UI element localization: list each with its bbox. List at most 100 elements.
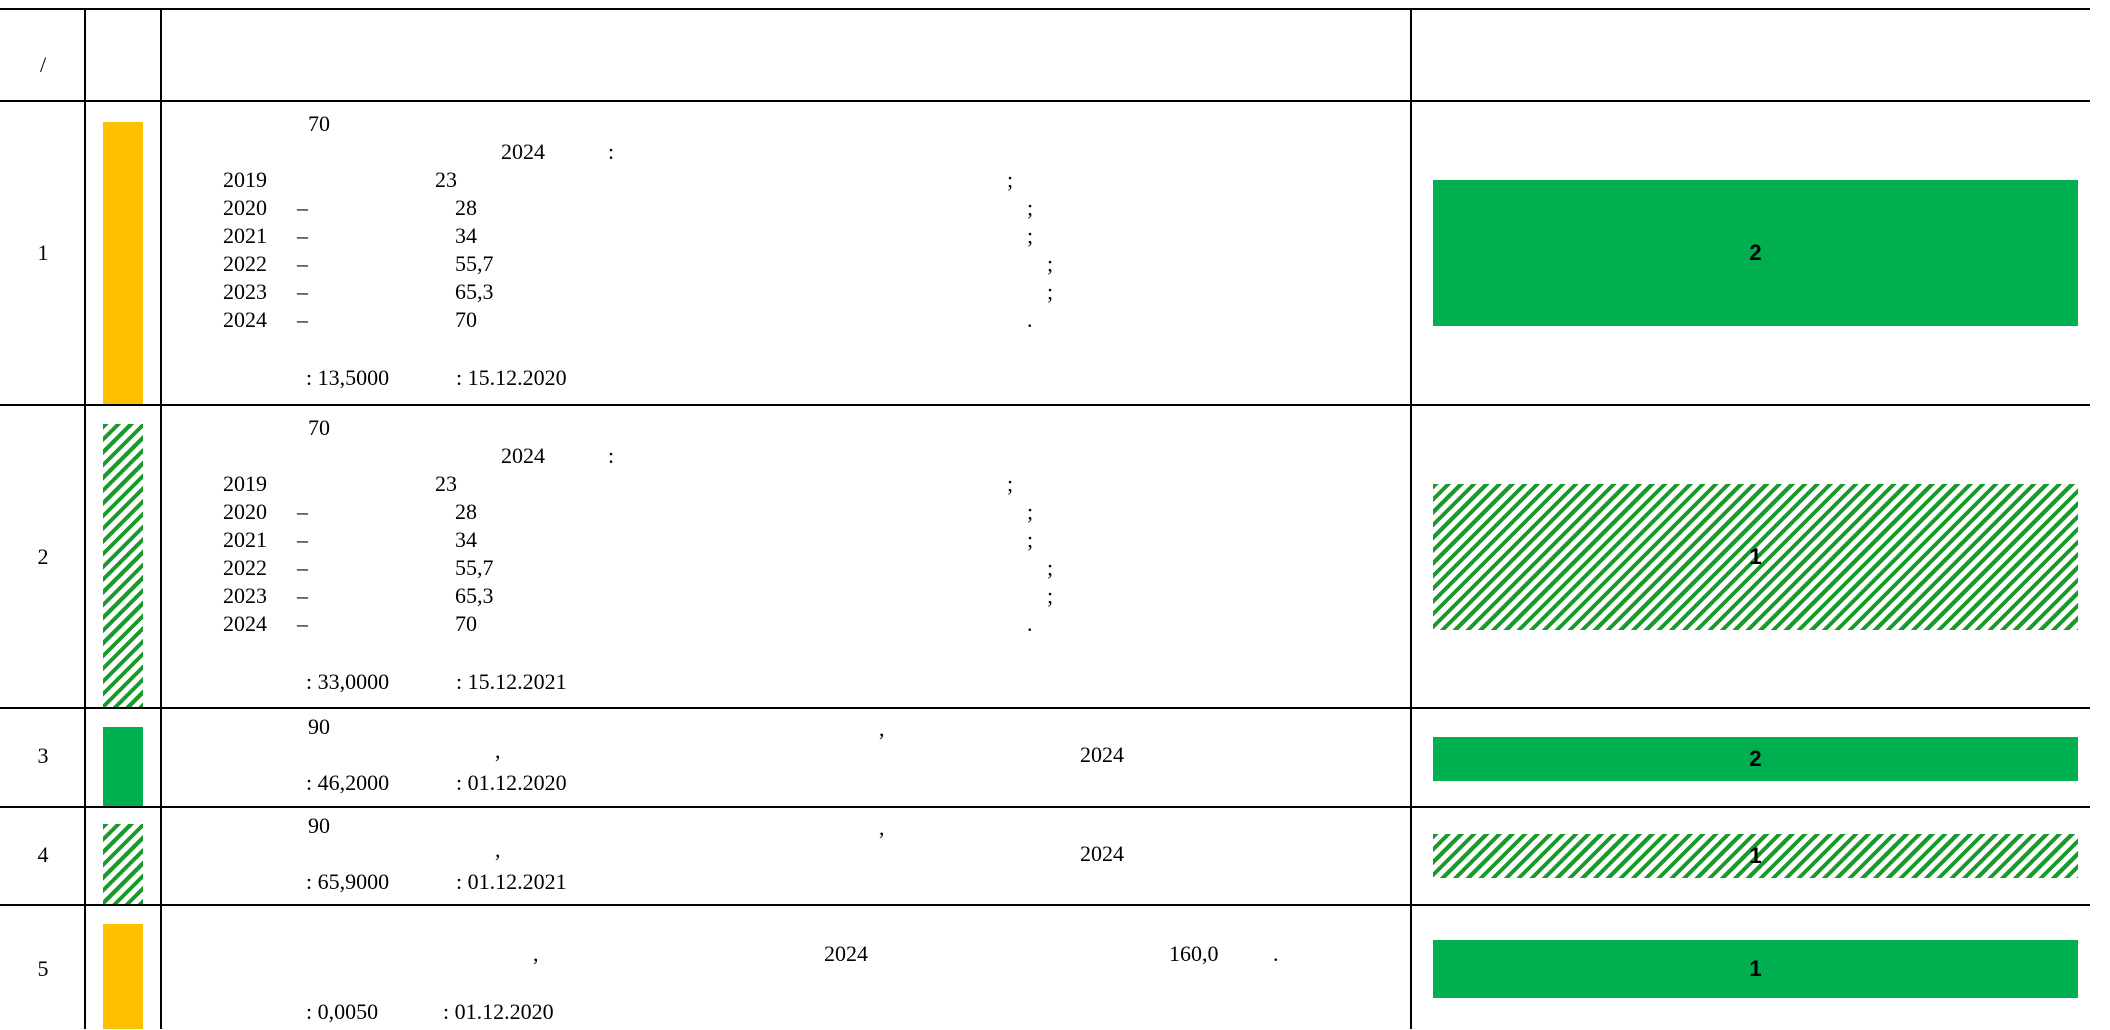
comma: , [879,716,885,741]
table-row: 3 90 , , 2024 : 46,2000 : 01.12.2020 2 [0,707,2110,806]
row-content: 70 2024 : 2019 23 ; 2020 – 28 ; 2021 – 3… [163,110,1410,400]
date: : 01.12.2020 [443,999,554,1024]
amount: : 13,5000 [306,365,390,390]
schedule-value: 70 [455,611,477,636]
schedule-value: 23 [435,471,457,496]
status-bar [103,424,143,707]
schedule-value: 55,7 [455,251,494,276]
schedule-dash: – [297,279,308,304]
row-border [0,404,2090,406]
schedule-punct: ; [1027,223,1034,248]
schedule-year: 2023 [223,279,267,304]
target-value: 70 [308,415,330,440]
date: : 15.12.2021 [456,669,567,694]
col-border [160,8,162,1029]
col-border [84,8,86,1029]
schedule-dash: – [297,555,308,580]
score-label: 1 [1749,956,1762,981]
schedule-punct: ; [1007,167,1014,192]
row-content: 70 2024 : 2019 23 ; 2020 – 28 ; 2021 – 3… [163,414,1410,704]
schedule-value: 23 [435,167,457,192]
status-bar [103,727,143,806]
score-badge: 1 [1433,940,2078,998]
schedule-year: 2022 [223,251,267,276]
schedule-dash: – [297,223,308,248]
score-badge: 1 [1433,834,2078,878]
schedule-year: 2024 [223,307,267,332]
amount: : 65,9000 [306,869,390,894]
schedule-punct: ; [1007,471,1014,496]
schedule-year: 2024 [223,611,267,636]
row-number: 4 [37,842,49,867]
score-label: 2 [1749,240,1762,265]
row-content: 90 , , 2024 : 65,9000 : 01.12.2021 [163,812,1410,902]
row-number: 1 [37,240,49,265]
schedule-value: 55,7 [455,555,494,580]
comma: , [495,738,501,763]
comma: , [879,815,885,840]
schedule-year: 2021 [223,527,267,552]
schedule-value: 65,3 [455,583,494,608]
schedule-year: 2019 [223,471,267,496]
schedule-punct: . [1027,307,1033,332]
status-bar [103,122,143,404]
score-label: 1 [1749,843,1762,868]
schedule-dash: – [297,527,308,552]
schedule-dash: – [297,307,308,332]
comma: , [533,941,539,966]
date: : 01.12.2020 [456,770,567,795]
col-border [1410,8,1412,1029]
colon: : [608,139,615,164]
row-number: 2 [37,544,49,569]
schedule-punct: ; [1047,555,1054,580]
schedule-value: 28 [455,195,477,220]
schedule-punct: ; [1047,583,1054,608]
header-col-num: / [39,52,47,77]
row-border [0,904,2090,906]
target-value: 160,0 [1169,941,1219,966]
colon: : [608,443,615,468]
row-border [0,707,2090,709]
schedule-punct: ; [1027,527,1034,552]
target-year: 2024 [501,139,545,164]
score-label: 1 [1749,544,1762,569]
schedule-year: 2021 [223,223,267,248]
row-border [0,8,2090,10]
schedule-value: 34 [455,223,477,248]
date: : 15.12.2020 [456,365,567,390]
schedule-punct: ; [1027,195,1034,220]
row-border [0,806,2090,808]
status-bar [103,824,143,904]
target-year: 2024 [824,941,868,966]
schedule-dash: – [297,611,308,636]
schedule-year: 2020 [223,499,267,524]
schedule-year: 2020 [223,195,267,220]
row-number: 5 [37,956,49,981]
row-number: 3 [37,743,49,768]
period: . [1273,941,1279,966]
schedule-value: 65,3 [455,279,494,304]
schedule-value: 70 [455,307,477,332]
target-year: 2024 [501,443,545,468]
amount: : 46,2000 [306,770,390,795]
table-row: 5 , 2024 160,0 . : 0,0050 : 01.12.2020 1 [0,904,2110,1029]
target-year: 2024 [1080,742,1124,767]
schedule-year: 2019 [223,167,267,192]
amount: : 33,0000 [306,669,390,694]
schedule-value: 28 [455,499,477,524]
schedule-dash: – [297,499,308,524]
schedule-year: 2022 [223,555,267,580]
table-row: 1 70 2024 : 2019 23 ; 2020 – 28 ; 2021 –… [0,100,2110,404]
comma: , [495,837,501,862]
schedule-punct: ; [1027,499,1034,524]
score-label: 2 [1749,746,1762,771]
target-value: 90 [308,813,330,838]
score-badge: 2 [1433,180,2078,326]
status-bar [103,924,143,1029]
schedule-value: 34 [455,527,477,552]
target-value: 90 [308,714,330,739]
schedule-punct: ; [1047,251,1054,276]
row-content: 90 , , 2024 : 46,2000 : 01.12.2020 [163,713,1410,803]
schedule-dash: – [297,251,308,276]
